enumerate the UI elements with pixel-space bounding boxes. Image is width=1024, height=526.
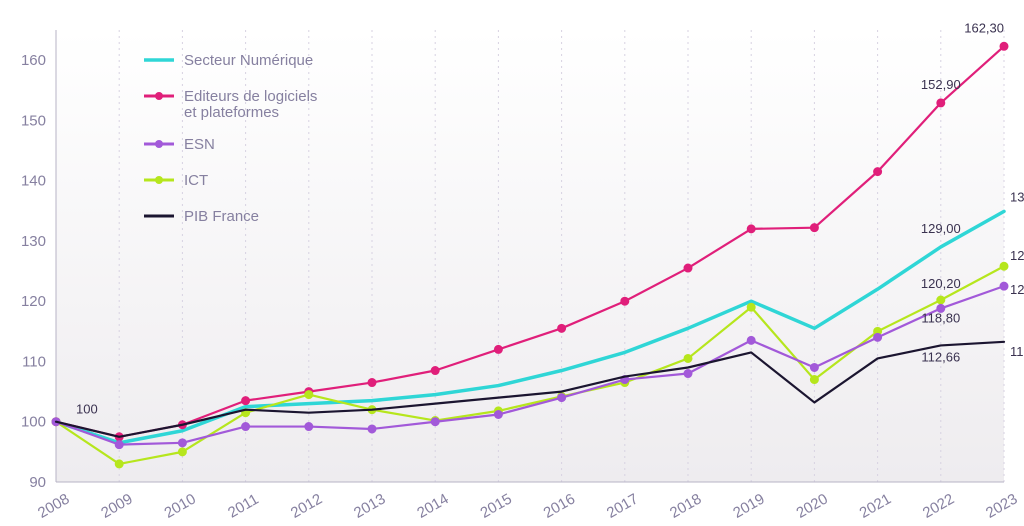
marker-editeurs <box>621 297 629 305</box>
svg-text:2017: 2017 <box>604 490 641 521</box>
marker-editeurs <box>810 224 818 232</box>
legend-label-editeurs: et plateformes <box>184 104 279 121</box>
svg-text:2008: 2008 <box>35 490 72 521</box>
marker-esn <box>305 423 313 431</box>
svg-text:2018: 2018 <box>667 490 704 521</box>
marker-editeurs <box>242 397 250 405</box>
marker-ict <box>178 448 186 456</box>
marker-esn <box>178 439 186 447</box>
base-label: 100 <box>76 402 98 417</box>
annotation-esn-15: 122,50 <box>1010 282 1024 297</box>
annotation-esn-14: 118,80 <box>921 310 960 325</box>
svg-text:2015: 2015 <box>477 490 514 521</box>
marker-esn <box>684 370 692 378</box>
legend-label-editeurs: Editeurs de logiciels <box>184 88 317 105</box>
marker-editeurs <box>558 324 566 332</box>
marker-editeurs <box>368 379 376 387</box>
annotation-secteur-15: 134,90 <box>1010 189 1024 204</box>
svg-text:2012: 2012 <box>288 490 325 521</box>
marker-esn <box>115 441 123 449</box>
marker-esn <box>747 336 755 344</box>
annotation-secteur-14: 129,00 <box>921 221 961 236</box>
svg-text:2021: 2021 <box>857 490 894 521</box>
marker-editeurs <box>874 168 882 176</box>
marker-ict <box>937 296 945 304</box>
marker-editeurs <box>937 99 945 107</box>
svg-text:90: 90 <box>29 474 46 491</box>
marker-ict <box>747 303 755 311</box>
svg-text:2009: 2009 <box>98 490 135 521</box>
legend-label-pib: PIB France <box>184 208 259 225</box>
annotation-ict-14: 120,20 <box>921 276 961 291</box>
growth-chart: 90 100 110 120 130 140 150 160 2008 2009 2010 2011 2… <box>0 0 1024 526</box>
annotation-pib-14: 112,66 <box>921 349 960 364</box>
marker-editeurs <box>1000 42 1008 50</box>
svg-text:130: 130 <box>21 233 46 250</box>
marker-editeurs <box>684 264 692 272</box>
svg-text:2014: 2014 <box>414 490 451 521</box>
marker-esn <box>558 394 566 402</box>
annotation-editeurs-14: 152,90 <box>921 77 961 92</box>
chart-svg: 90 100 110 120 130 140 150 160 2008 2009 2010 2011 2… <box>0 0 1024 526</box>
marker-ict <box>115 460 123 468</box>
legend-label-secteur: Secteur Numérique <box>184 52 313 69</box>
marker-ict <box>1000 262 1008 270</box>
svg-text:140: 140 <box>21 173 46 190</box>
marker-esn <box>1000 282 1008 290</box>
legend-label-ict: ICT <box>184 172 208 189</box>
marker-editeurs <box>747 225 755 233</box>
marker-ict <box>305 391 313 399</box>
svg-text:2016: 2016 <box>541 490 578 521</box>
svg-text:2020: 2020 <box>793 490 830 521</box>
svg-text:100: 100 <box>21 414 46 431</box>
svg-text:2022: 2022 <box>920 490 957 521</box>
svg-text:150: 150 <box>21 112 46 129</box>
svg-text:2019: 2019 <box>730 490 767 521</box>
legend-label-esn: ESN <box>184 136 215 153</box>
marker-esn <box>431 418 439 426</box>
marker-esn <box>810 363 818 371</box>
marker-esn <box>874 333 882 341</box>
annotation-editeurs-15: 162,30 <box>964 20 1004 35</box>
marker-esn <box>368 425 376 433</box>
marker-esn <box>494 411 502 419</box>
svg-text:110: 110 <box>22 353 46 370</box>
svg-text:160: 160 <box>21 52 46 69</box>
marker-ict <box>810 376 818 384</box>
svg-text:2023: 2023 <box>983 490 1020 521</box>
svg-text:2010: 2010 <box>161 490 198 521</box>
annotation-pib-15: 113,26 <box>1010 344 1024 359</box>
svg-text:2011: 2011 <box>225 491 261 522</box>
marker-editeurs <box>431 367 439 375</box>
svg-text:120: 120 <box>21 293 46 310</box>
marker-editeurs <box>494 345 502 353</box>
annotation-ict-15: 125,80 <box>1010 248 1024 263</box>
marker-ict <box>684 354 692 362</box>
svg-text:2013: 2013 <box>351 490 388 521</box>
marker-esn <box>242 423 250 431</box>
